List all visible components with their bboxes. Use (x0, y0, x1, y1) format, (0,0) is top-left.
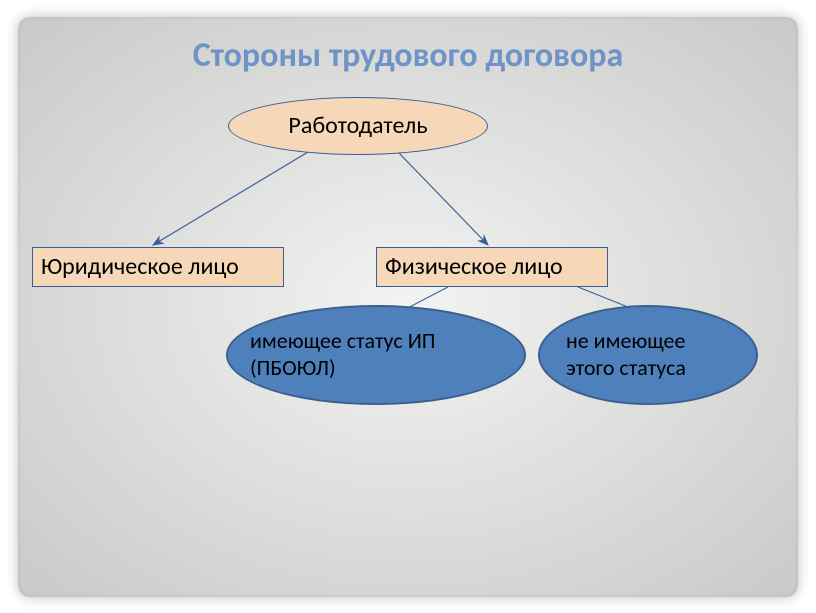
node-ip-status-line1: имеющее статус ИП (250, 327, 436, 354)
node-natural-person-label: Физическое лицо (385, 252, 563, 281)
node-no-status-line1: не имеющее (566, 327, 685, 354)
node-ip-status-line2: (ПБОЮЛ) (250, 354, 336, 381)
node-legal-entity: Юридическое лицо (32, 247, 284, 287)
node-no-status: не имеющее этого статуса (538, 305, 758, 405)
connector-group (153, 152, 638, 313)
node-no-status-line2: этого статуса (566, 354, 686, 381)
node-root-employer: Работодатель (228, 97, 488, 155)
node-ip-status: имеющее статус ИП (ПБОЮЛ) (226, 305, 526, 405)
node-no-status-text: не имеющее этого статуса (566, 328, 686, 381)
node-legal-entity-label: Юридическое лицо (41, 252, 239, 281)
slide-frame: Стороны трудового договора Работодатель … (18, 17, 798, 597)
node-ip-status-text: имеющее статус ИП (ПБОЮЛ) (250, 328, 436, 381)
node-root-label: Работодатель (288, 111, 427, 140)
node-natural-person: Физическое лицо (376, 247, 608, 287)
slide-title: Стороны трудового договора (18, 35, 798, 76)
